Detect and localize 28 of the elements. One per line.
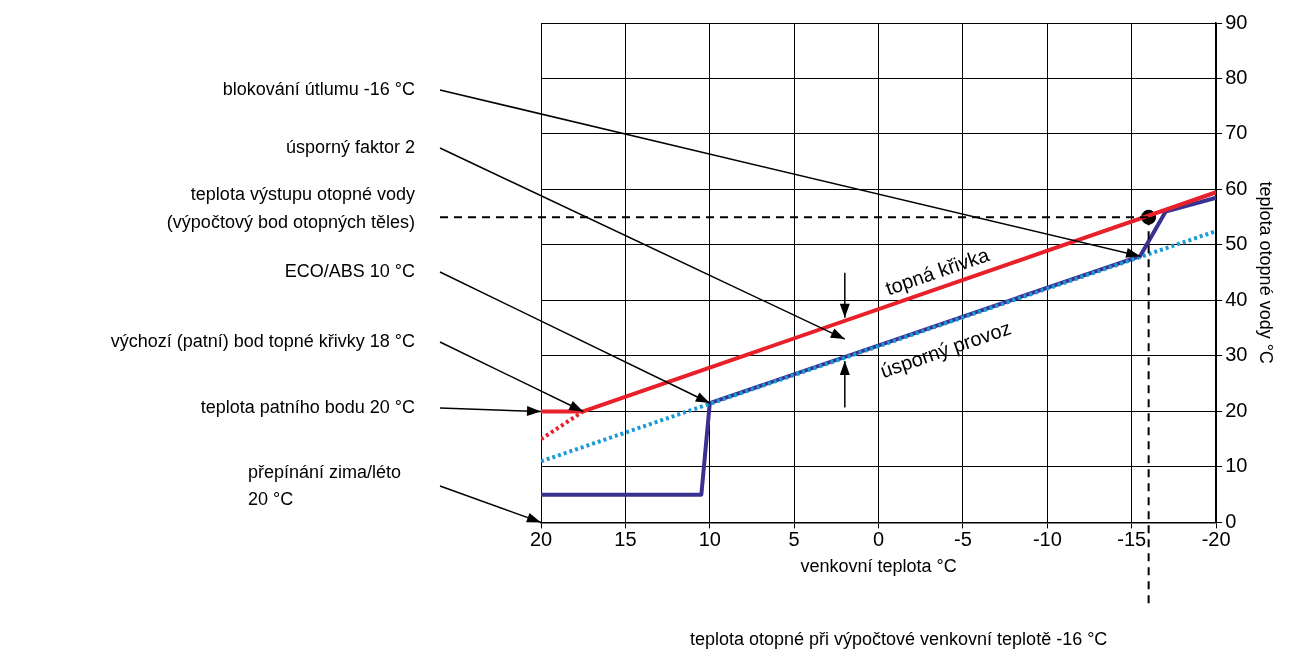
x-tick-label: 20 <box>529 527 553 550</box>
y-tick-label: 40 <box>1225 287 1248 310</box>
y-tick-label: 50 <box>1225 232 1248 255</box>
ref-line-label: teplota výstupu otopné vody (výpočtový bod otopných těles) <box>166 184 415 233</box>
x-axis-title: venkovní teplota °C <box>800 556 957 577</box>
text: přepínání zima/léto 20 °C <box>248 461 402 509</box>
x-tick-label: -10 <box>1032 527 1062 550</box>
text: výchozí (patní) bod topné křivky 18 °C <box>110 330 415 351</box>
y-tick-label: 60 <box>1225 176 1248 199</box>
text: blokování útlumu -16 °C <box>222 78 415 99</box>
text: teplota patního bodu 20 °C <box>200 396 415 417</box>
y-tick-label: 10 <box>1225 454 1248 477</box>
annotation: topná křivka <box>882 242 993 300</box>
x-tick-label: -15 <box>1117 527 1147 550</box>
x-tick-label: 10 <box>698 527 721 550</box>
ref-line-label: teplota otopné při výpočtové venkovní teplotě -16 °C <box>689 628 1108 649</box>
x-tick-label: 15 <box>614 527 637 550</box>
y-tick-label: 30 <box>1225 343 1248 366</box>
y-tick-label: 80 <box>1225 66 1248 88</box>
text: ECO/ABS 10 °C <box>284 260 415 281</box>
y-tick-label: 70 <box>1225 121 1248 144</box>
x-tick-label: -5 <box>954 527 972 550</box>
y-axis-title: teplota otopné vody °C <box>1256 181 1277 364</box>
x-tick-label: 5 <box>788 527 800 550</box>
x-tick-label: 0 <box>873 527 885 550</box>
y-tick-label: 90 <box>1225 10 1248 33</box>
y-tick-label: 20 <box>1225 398 1248 421</box>
text: úsporný faktor 2 <box>285 136 415 157</box>
